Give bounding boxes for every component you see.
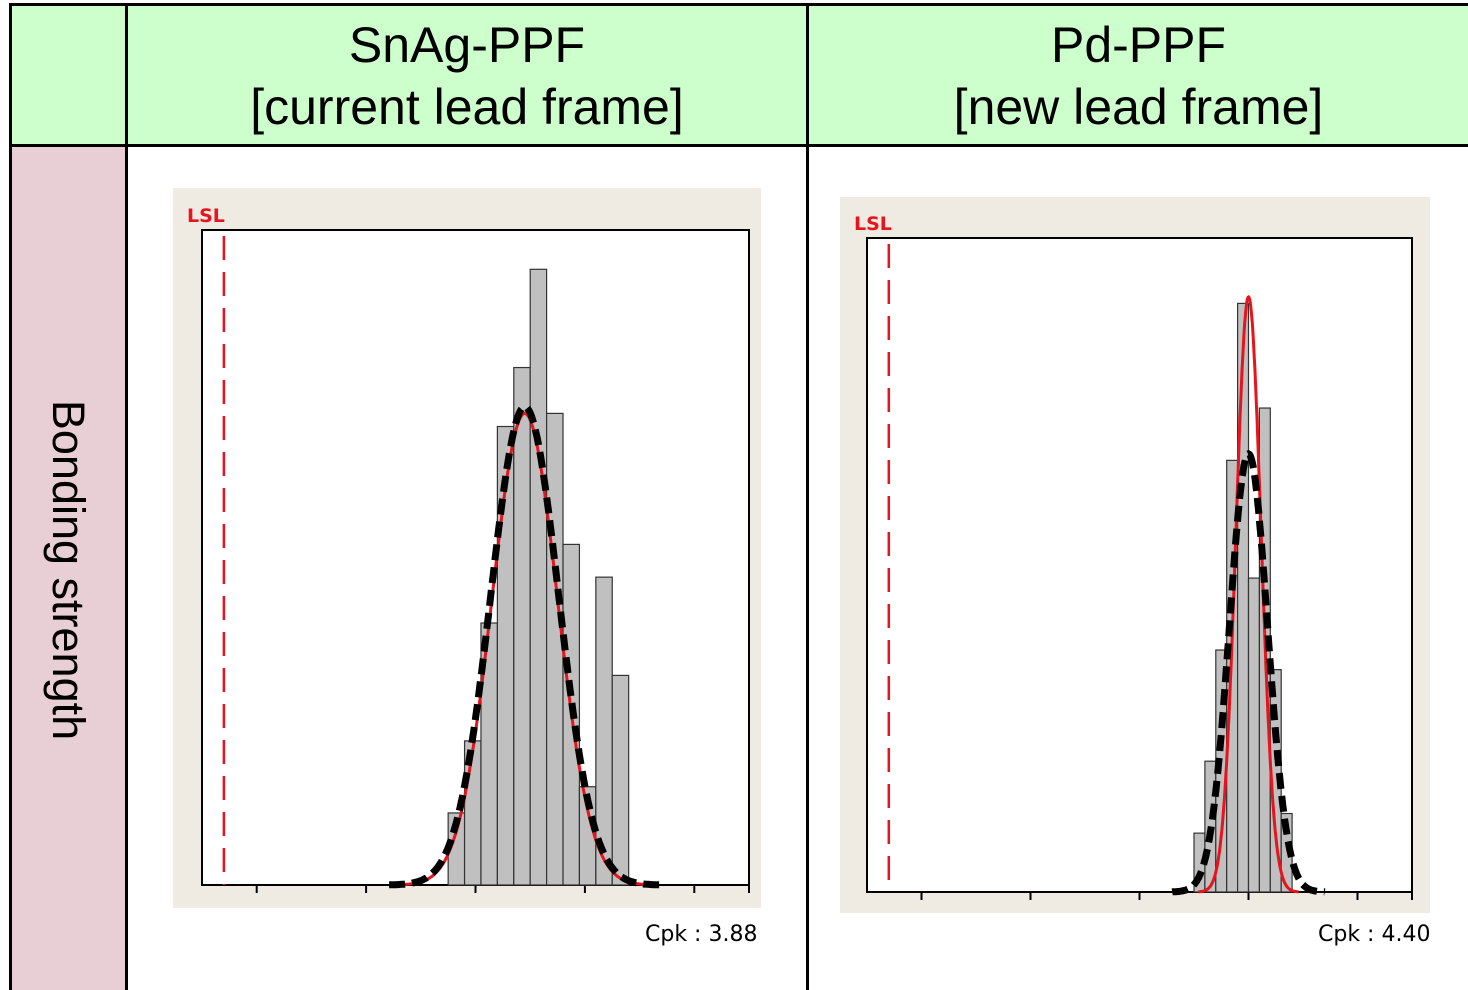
plot-area [866,237,1413,893]
histogram-chart-pd-ppf: LSL [840,197,1430,913]
histogram-bar [1237,302,1250,893]
table-left-border [9,3,12,990]
histogram-chart-snag-ppf: LSL [173,188,761,908]
fit-curve-black-dashed [1171,449,1326,896]
histogram-bar [546,412,564,886]
lsl-label: LSL [854,213,892,235]
table-top-border [10,3,1468,6]
column-divider [806,3,809,990]
row-label-bonding-strength: Bonding strength [43,399,94,741]
lsl-label: LSL [187,205,225,227]
cpk-value-pd-ppf: Cpk : 4.40 [1318,922,1431,947]
row-header-background [10,147,126,990]
column-title-line2: [current lead frame] [250,79,684,135]
cpk-value-snag-ppf: Cpk : 3.88 [645,922,758,947]
column-title-pd-ppf: Pd-PPF [new lead frame] [809,14,1468,138]
column-title-line2: [new lead frame] [953,79,1324,135]
row-header-divider [125,3,128,990]
histogram-bar [611,674,630,886]
fit-curve-red [1198,295,1299,894]
histogram-bar [529,268,548,886]
header-bottom-border [10,144,1468,147]
histogram-bar [513,366,531,886]
header-row-background [10,5,1468,146]
histogram-bar [1247,577,1260,893]
column-title-line1: Pd-PPF [1050,17,1227,73]
column-title-snag-ppf: SnAg-PPF [current lead frame] [128,14,806,138]
column-title-line1: SnAg-PPF [348,17,586,73]
fit-curve-black-dashed [389,403,661,889]
